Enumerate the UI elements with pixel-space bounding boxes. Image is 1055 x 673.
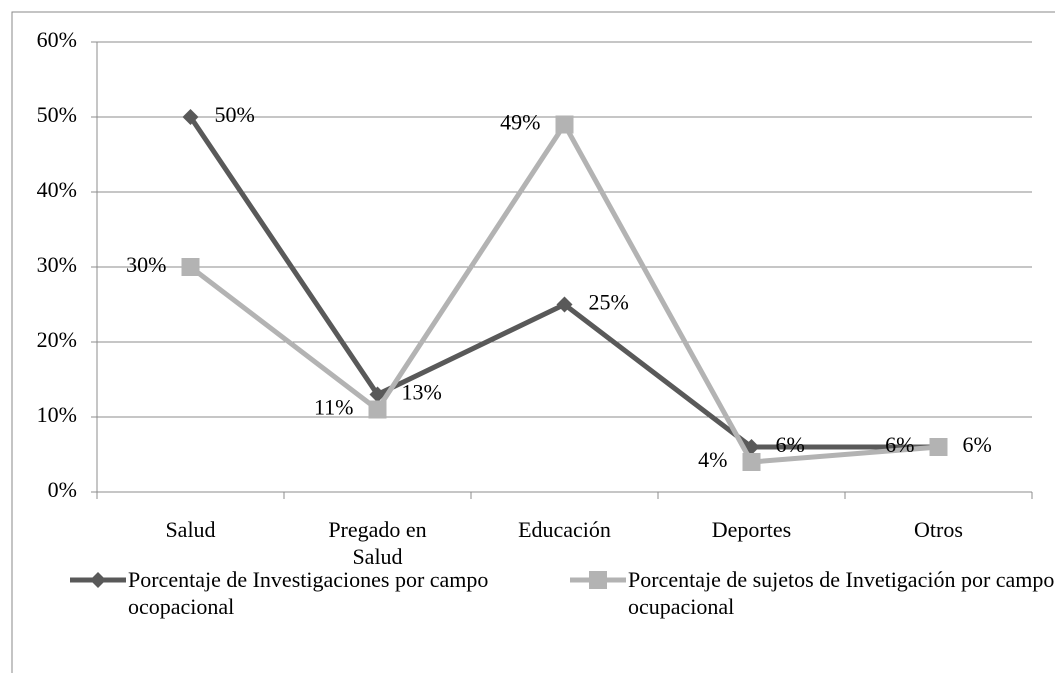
- series-line: [188, 119, 939, 465]
- point: [369, 386, 386, 403]
- value-label: 13%: [402, 380, 442, 405]
- point: [556, 296, 573, 313]
- point: [742, 453, 761, 471]
- point: [555, 115, 574, 134]
- value-label: 50%: [215, 102, 255, 127]
- y-tick-label: 50%: [37, 102, 77, 127]
- point: [182, 109, 199, 125]
- x-tick-label: Salud: [165, 517, 216, 542]
- point: [589, 571, 607, 589]
- series-line: [188, 115, 939, 450]
- value-label: 25%: [589, 290, 629, 315]
- y-tick-label: 60%: [37, 27, 77, 52]
- x-tick-label: Deportes: [711, 517, 792, 542]
- y-tick-label: 30%: [37, 252, 77, 277]
- value-label: 4%: [698, 447, 727, 472]
- y-tick-label: 40%: [37, 177, 77, 202]
- y-tick-label: 20%: [37, 327, 77, 352]
- value-label: 6%: [776, 432, 805, 457]
- y-tick-label: 0%: [48, 477, 77, 502]
- point: [90, 572, 106, 588]
- value-label: 49%: [500, 110, 540, 135]
- x-tick-label: Otros: [914, 517, 963, 542]
- chart-frame: [11, 11, 1055, 673]
- point: [929, 438, 948, 456]
- legend-label: Porcentaje de sujetos de Invetigación po…: [628, 567, 1055, 619]
- x-tick-label: Educación: [518, 517, 611, 542]
- legend-label: Porcentaje de Investigaciones por campo …: [128, 567, 489, 619]
- value-label: 30%: [126, 252, 166, 277]
- value-label: 6%: [885, 432, 914, 457]
- y-tick-label: 10%: [37, 402, 77, 427]
- value-label: 6%: [963, 432, 992, 457]
- x-tick-label: Pregado en Salud: [328, 517, 427, 569]
- point: [181, 258, 200, 276]
- point: [368, 400, 387, 419]
- value-label: 11%: [314, 395, 354, 420]
